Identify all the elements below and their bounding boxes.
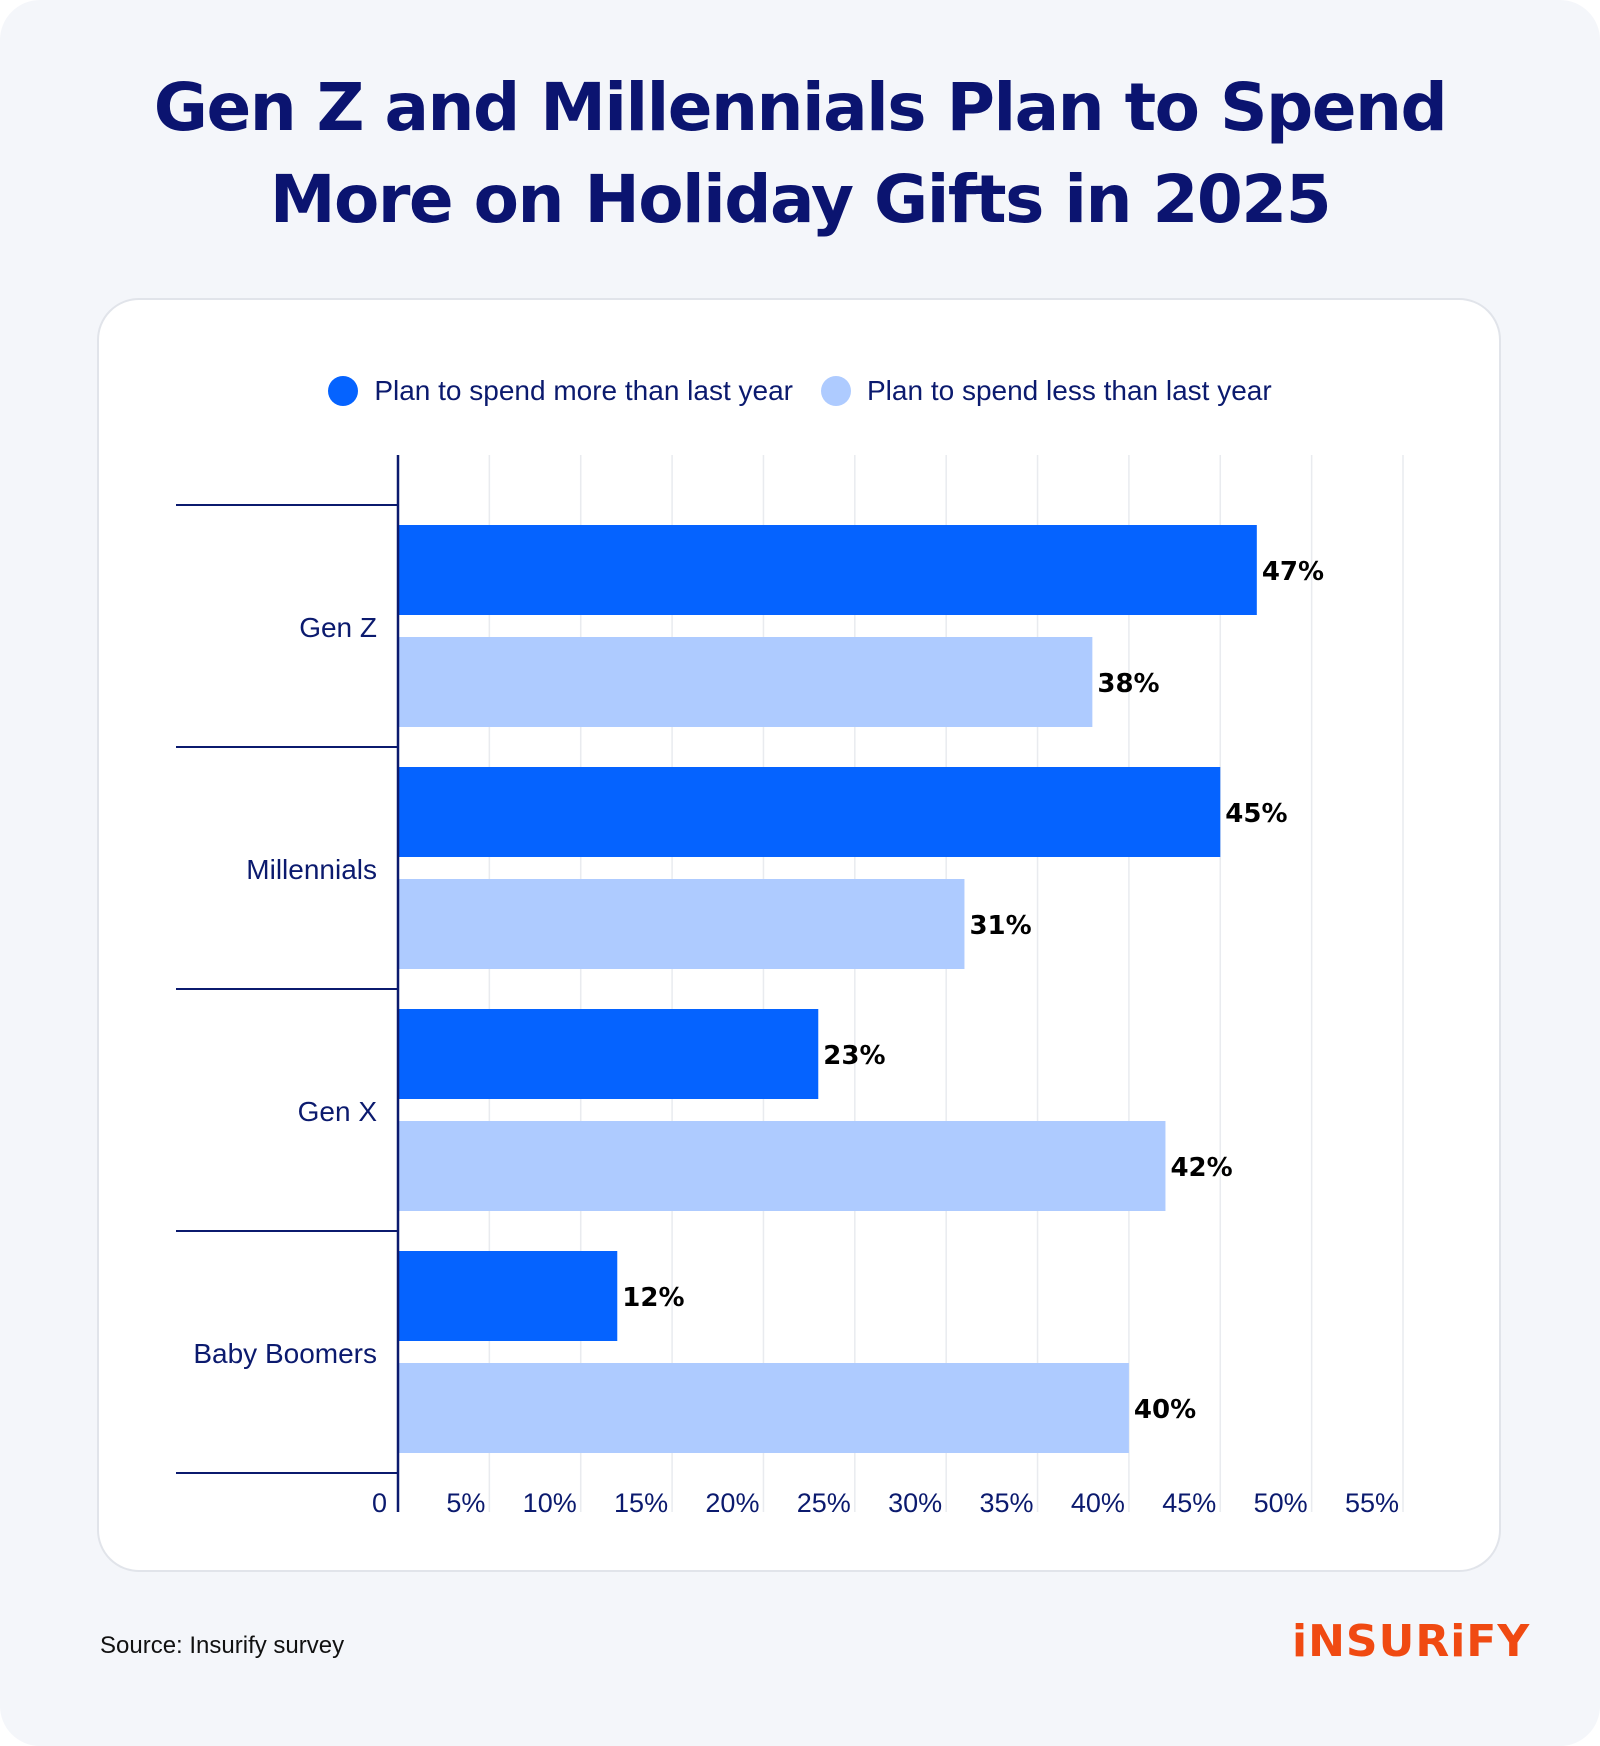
category-label: Gen Z <box>299 612 377 643</box>
data-label: 47% <box>1262 557 1324 587</box>
x-tick-label: 55% <box>1345 1488 1399 1518</box>
bar-more <box>399 1251 618 1341</box>
x-tick-label: 45% <box>1162 1488 1216 1518</box>
data-label: 31% <box>969 911 1031 941</box>
data-label: 12% <box>622 1283 684 1313</box>
category-label: Gen X <box>298 1096 378 1127</box>
legend-swatch-less <box>821 376 851 406</box>
x-tick-label: 50% <box>1254 1488 1308 1518</box>
legend-label-less: Plan to spend less than last year <box>867 375 1272 406</box>
data-label: 42% <box>1170 1153 1232 1183</box>
x-tick-label: 30% <box>888 1488 942 1518</box>
category-label: Millennials <box>246 854 377 885</box>
data-label: 38% <box>1097 669 1159 699</box>
bar-less <box>399 1363 1129 1453</box>
legend-label-more: Plan to spend more than last year <box>374 375 793 406</box>
x-tick-label: 10% <box>523 1488 577 1518</box>
chart-legend: Plan to spend more than last year Plan t… <box>0 375 1600 407</box>
bar-less <box>399 879 965 969</box>
x-tick-label: 5% <box>446 1488 485 1518</box>
bar-more <box>399 1009 819 1099</box>
x-tick-label: 0 <box>372 1488 387 1518</box>
category-label: Baby Boomers <box>193 1338 377 1369</box>
data-label: 40% <box>1134 1395 1196 1425</box>
x-tick-label: 20% <box>705 1488 759 1518</box>
bar-less <box>399 637 1093 727</box>
x-tick-label: 40% <box>1071 1488 1125 1518</box>
x-tick-label: 15% <box>614 1488 668 1518</box>
source-note: Source: Insurify survey <box>100 1632 345 1659</box>
legend-item-more: Plan to spend more than last year <box>328 375 793 407</box>
bar-less <box>399 1121 1166 1211</box>
bar-more <box>399 525 1257 615</box>
insurify-logo: iNSURiFY <box>1292 1616 1531 1667</box>
chart-title: Gen Z and Millennials Plan to Spend More… <box>153 69 1448 238</box>
bar-more <box>399 767 1221 857</box>
legend-item-less: Plan to spend less than last year <box>821 375 1272 407</box>
x-tick-label: 25% <box>797 1488 851 1518</box>
data-label: 23% <box>823 1041 885 1071</box>
data-label: 45% <box>1225 799 1287 829</box>
legend-swatch-more <box>328 376 359 406</box>
x-tick-label: 35% <box>979 1488 1033 1518</box>
